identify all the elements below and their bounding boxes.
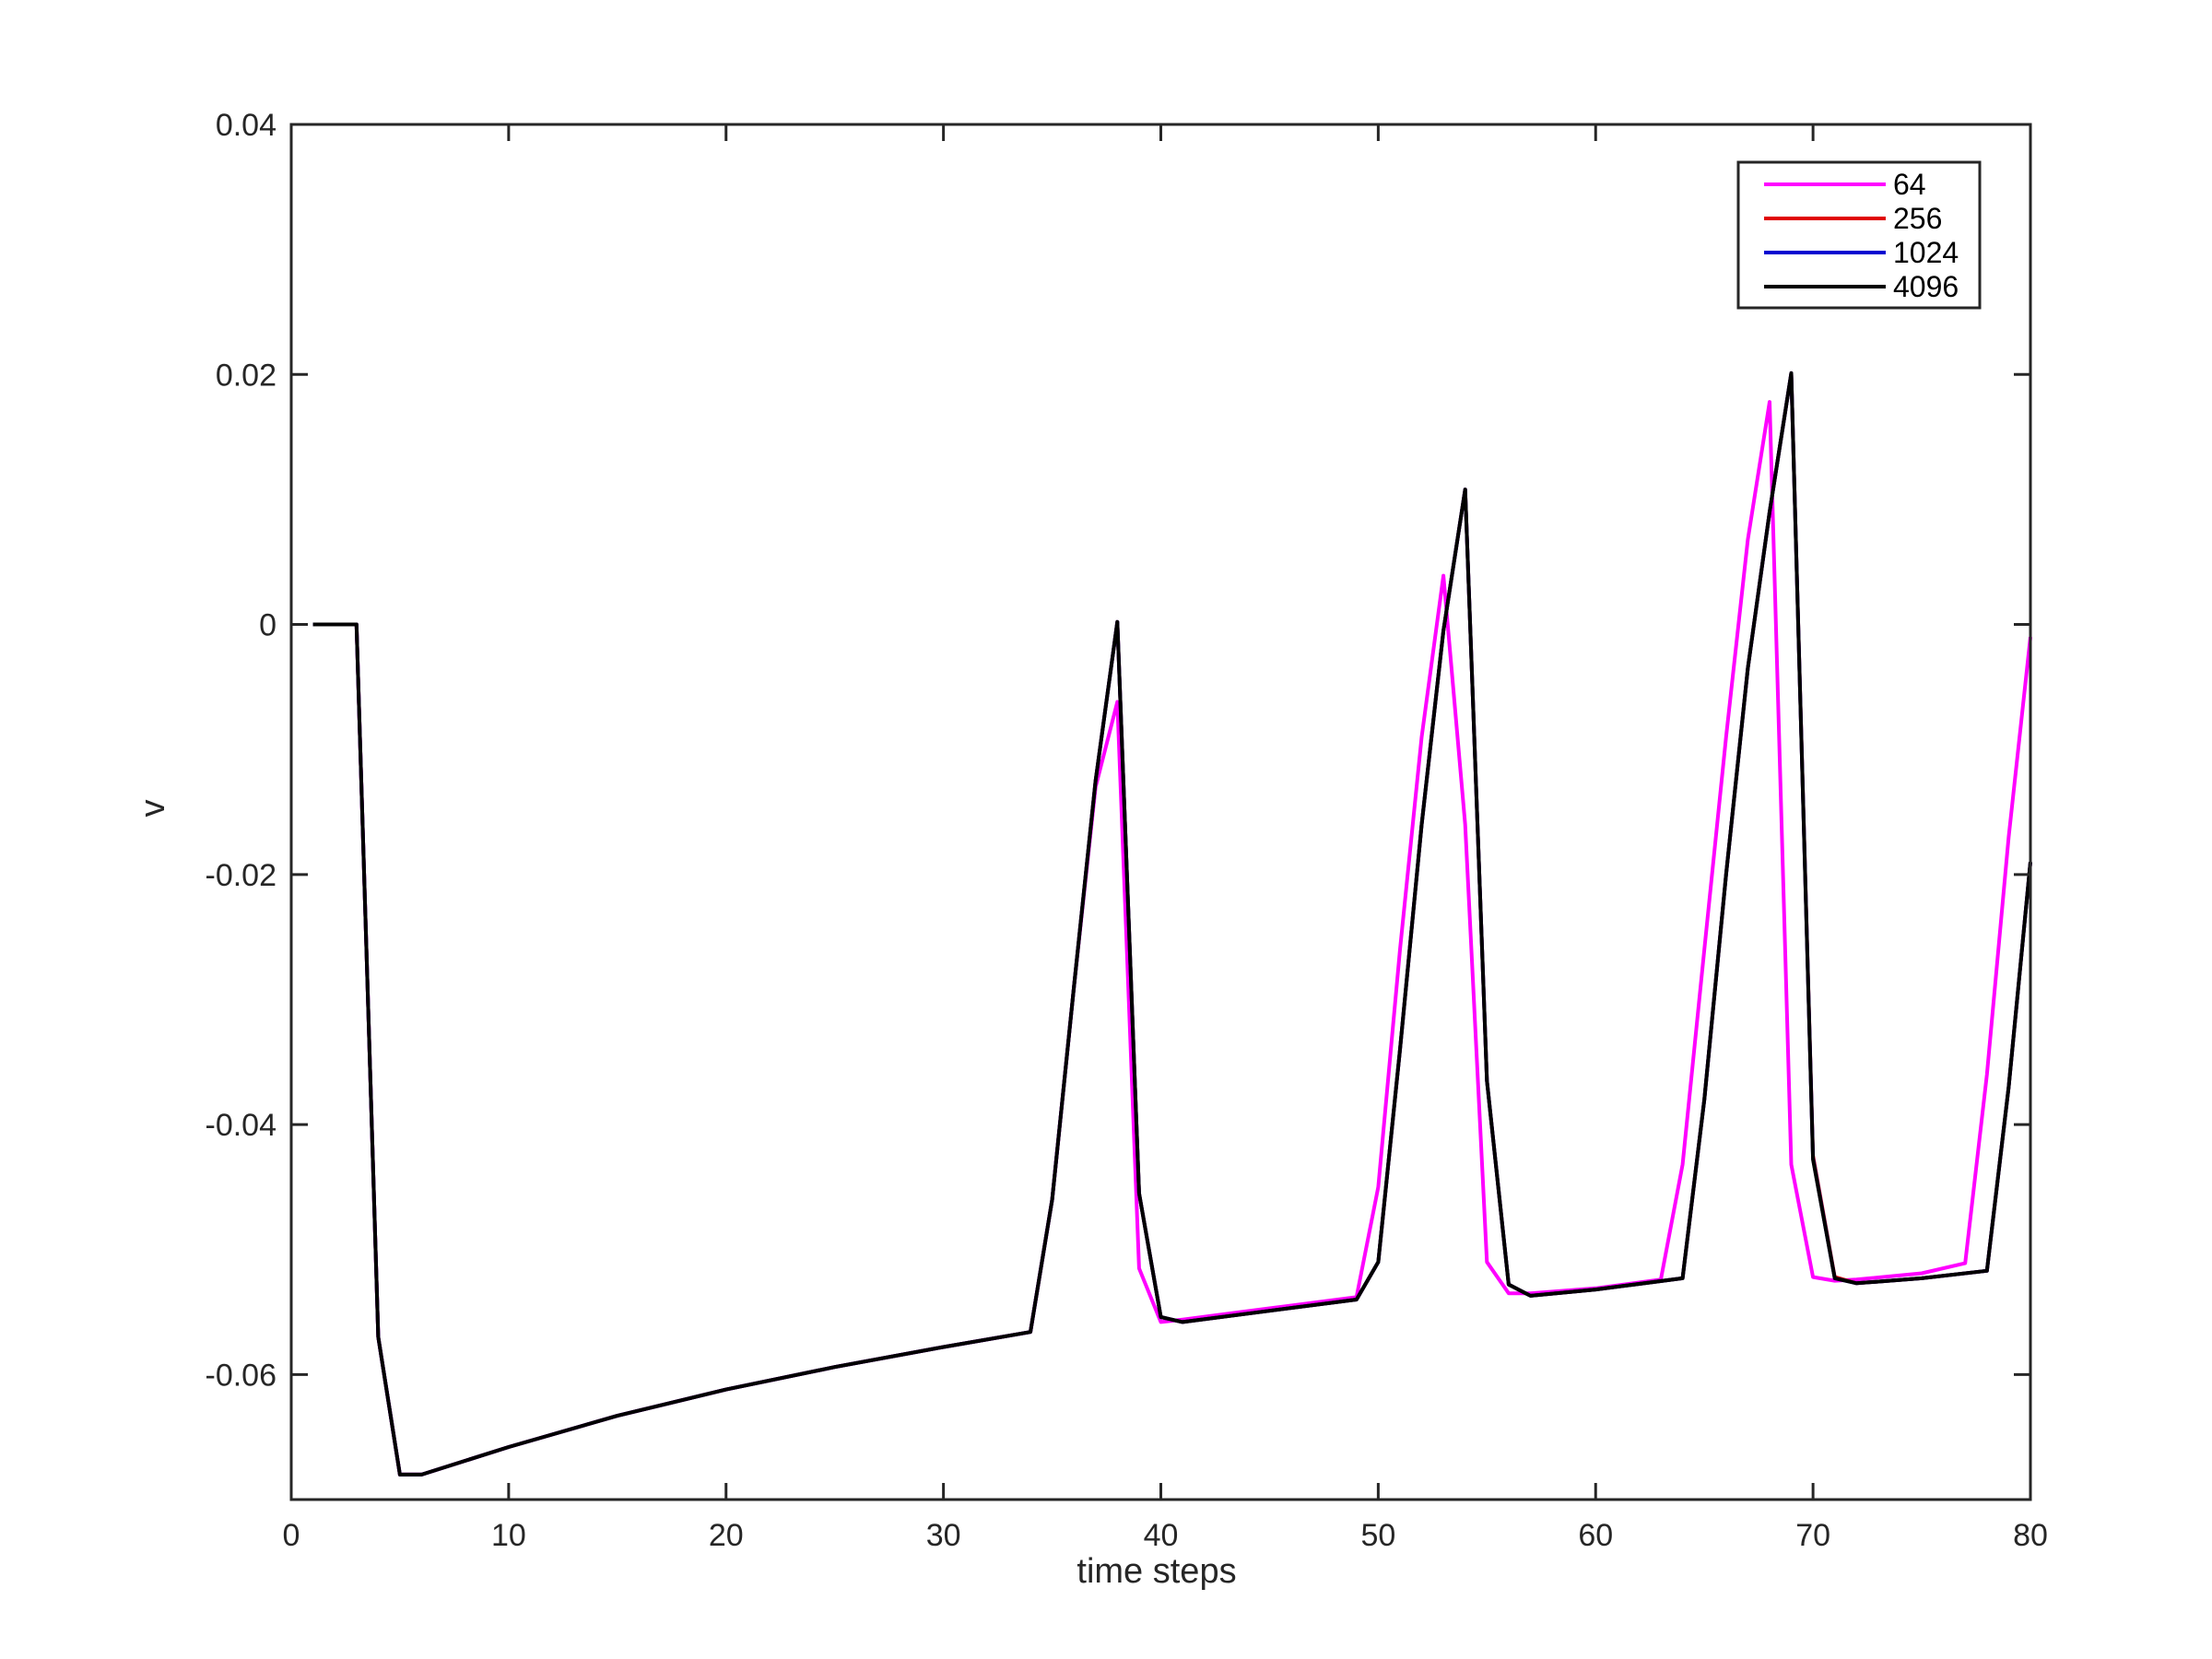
series-line-4096 [312, 371, 2032, 1477]
x-tick-label: 10 [491, 1518, 526, 1553]
series-layer [312, 371, 2032, 1477]
legend-label-64: 64 [1893, 168, 1926, 201]
x-tick-label: 70 [1795, 1518, 1830, 1553]
x-axis-title: time steps [1077, 1552, 1236, 1591]
y-tick-label: 0.02 [216, 358, 276, 393]
legend-label-1024: 1024 [1893, 236, 1959, 269]
y-tick-label: 0.04 [216, 108, 276, 143]
y-axis-title: v [134, 800, 172, 818]
x-tick-label: 30 [926, 1518, 961, 1553]
x-tick-label: 40 [1144, 1518, 1179, 1553]
x-tick-label: 60 [1578, 1518, 1613, 1553]
y-tick-label: -0.06 [206, 1358, 277, 1393]
axes-layer: 0 10 20 30 40 50 60 70 80 -0.06 -0.04 -0.02 0 0.02 0.0… [206, 108, 2048, 1553]
x-tick-label: 20 [709, 1518, 744, 1553]
legend-label-256: 256 [1893, 202, 1942, 235]
legend-label-4096: 4096 [1893, 270, 1959, 303]
legend-box [1736, 160, 1982, 310]
y-tick-label: -0.02 [206, 858, 277, 893]
x-tick-label: 0 [283, 1518, 300, 1553]
y-tick-label: 0 [259, 608, 276, 643]
y-tick-label: -0.04 [206, 1108, 277, 1143]
x-tick-label: 50 [1360, 1518, 1395, 1553]
x-tick-label: 80 [2013, 1518, 2048, 1553]
